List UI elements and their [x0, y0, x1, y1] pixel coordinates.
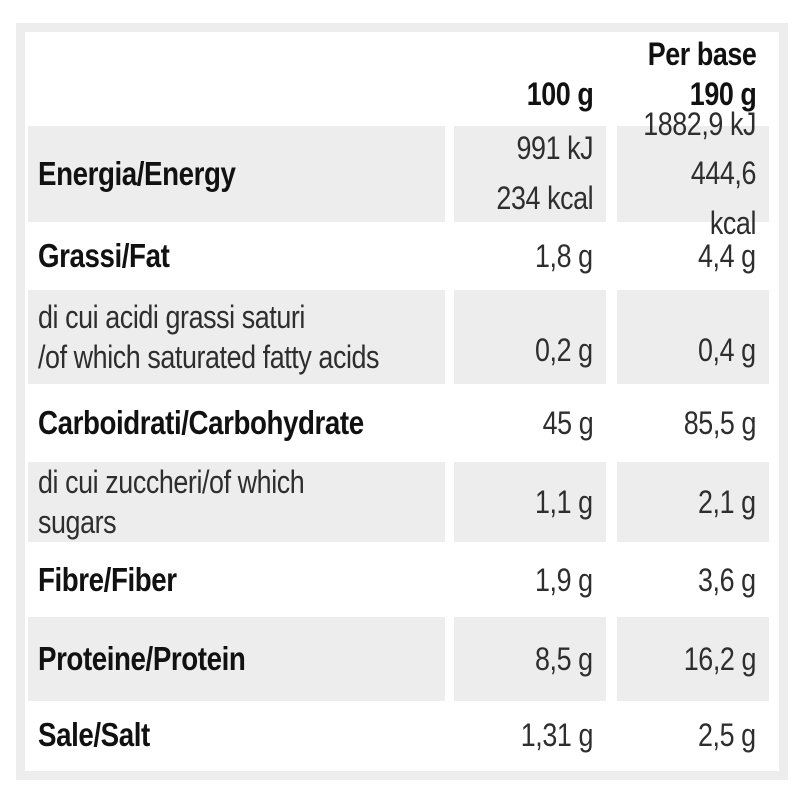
row-sugars-value-100g-text: 1,1 g [535, 484, 593, 520]
row-protein-value-100g-text: 8,5 g [535, 641, 593, 677]
row-protein-label: Proteine/Protein [38, 640, 246, 678]
header-col-per-base-label: Per base 190 g [647, 36, 756, 112]
row-carbohydrate-value-100g-text: 45 g [542, 405, 593, 441]
row-fiber-value-100g: 1,9 g [454, 542, 606, 617]
row-sugars-value-100g: 1,1 g [454, 462, 606, 542]
row-carbohydrate-value-100g: 45 g [454, 384, 606, 462]
row-fat-value-100g-text: 1,8 g [535, 238, 593, 274]
row-protein-value-100g: 8,5 g [454, 617, 606, 701]
row-carbohydrate-value-per-base: 85,5 g [617, 384, 769, 462]
row-sugars-label-cell: di cui zuccheri/of which sugars [28, 462, 445, 542]
row-saturated-fat-label-cell: di cui acidi grassi saturi /of which sat… [28, 290, 445, 384]
row-fat-value-per-base: 4,4 g [617, 222, 769, 290]
row-energy-label: Energia/Energy [38, 155, 236, 193]
row-salt: Sale/Salt 1,31 g 2,5 g [25, 701, 779, 769]
row-salt-value-100g-text: 1,31 g [520, 717, 594, 753]
row-protein-label-cell: Proteine/Protein [28, 617, 445, 701]
row-saturated-fat-value-100g-text: 0,2 g [535, 332, 593, 368]
row-saturated-fat-value-per-base: 0,4 g [617, 290, 769, 384]
row-saturated-fat-value-per-base-text: 0,4 g [698, 332, 756, 368]
row-salt-value-per-base: 2,5 g [617, 701, 769, 769]
row-fiber: Fibre/Fiber 1,9 g 3,6 g [25, 542, 779, 617]
nutrition-table: 100 g Per base 190 g Energia/Energy 991 … [25, 32, 779, 771]
row-carbohydrate: Carboidrati/Carbohydrate 45 g 85,5 g [25, 384, 779, 462]
row-sugars: di cui zuccheri/of which sugars 1,1 g 2,… [25, 462, 779, 542]
row-sugars-label: di cui zuccheri/of which sugars [38, 464, 305, 540]
row-carbohydrate-value-per-base-text: 85,5 g [683, 405, 757, 441]
row-protein: Proteine/Protein 8,5 g 16,2 g [25, 617, 779, 701]
row-fiber-value-per-base: 3,6 g [617, 542, 769, 617]
nutrition-table-frame: 100 g Per base 190 g Energia/Energy 991 … [16, 23, 788, 780]
row-fat-label: Grassi/Fat [38, 237, 170, 275]
row-fiber-value-per-base-text: 3,6 g [698, 561, 756, 598]
row-fat: Grassi/Fat 1,8 g 4,4 g [25, 222, 779, 290]
row-energy-value-100g: 991 kJ 234 kcal [454, 126, 606, 222]
header-col-100g-label: 100 g [526, 76, 593, 112]
row-energy: Energia/Energy 991 kJ 234 kcal 1882,9 kJ… [25, 106, 779, 241]
row-salt-value-100g: 1,31 g [454, 701, 606, 769]
row-saturated-fat: di cui acidi grassi saturi /of which sat… [25, 290, 779, 384]
row-saturated-fat-label: di cui acidi grassi saturi /of which sat… [38, 299, 380, 375]
header-spacer [28, 32, 445, 126]
row-energy-value-100g-text: 991 kJ 234 kcal [496, 130, 593, 216]
row-sugars-value-per-base: 2,1 g [617, 462, 769, 542]
row-protein-value-per-base: 16,2 g [617, 617, 769, 701]
row-carbohydrate-label: Carboidrati/Carbohydrate [38, 404, 364, 442]
row-energy-label-cell: Energia/Energy [28, 126, 445, 222]
header-col-100g: 100 g [454, 32, 606, 126]
row-salt-value-per-base-text: 2,5 g [698, 717, 756, 753]
row-fat-value-100g: 1,8 g [454, 222, 606, 290]
header-row: 100 g Per base 190 g [25, 32, 779, 126]
row-salt-label-cell: Sale/Salt [28, 701, 445, 769]
row-fat-label-cell: Grassi/Fat [28, 222, 445, 290]
row-fat-value-per-base-text: 4,4 g [698, 238, 756, 274]
row-sugars-value-per-base-text: 2,1 g [698, 484, 756, 520]
row-energy-value-per-base: 1882,9 kJ 444,6 kcal [617, 106, 769, 241]
row-saturated-fat-value-100g: 0,2 g [454, 290, 606, 384]
row-salt-label: Sale/Salt [38, 716, 150, 754]
header-col-per-base: Per base 190 g [617, 32, 769, 126]
row-fiber-value-100g-text: 1,9 g [535, 561, 593, 598]
row-protein-value-per-base-text: 16,2 g [683, 641, 757, 677]
row-fiber-label: Fibre/Fiber [38, 560, 177, 598]
row-energy-value-per-base-text: 1882,9 kJ 444,6 kcal [643, 105, 756, 241]
row-carbohydrate-label-cell: Carboidrati/Carbohydrate [28, 384, 445, 462]
row-fiber-label-cell: Fibre/Fiber [28, 542, 445, 617]
